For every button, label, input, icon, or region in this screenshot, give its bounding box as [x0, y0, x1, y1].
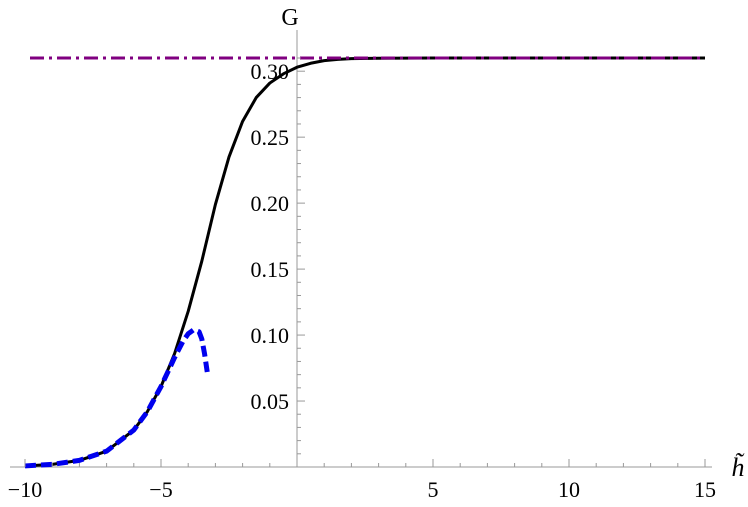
dashed-curve-1 [24, 327, 210, 469]
x-axis-label: h̃ [732, 453, 746, 482]
axes [10, 30, 712, 468]
x-tick-label: −5 [149, 477, 172, 502]
x-tick-label: −10 [8, 477, 42, 502]
x-tick-label: 15 [694, 477, 716, 502]
solid-curve-0 [24, 56, 705, 468]
series-layer [24, 56, 705, 469]
y-tick-label: 0.05 [251, 389, 290, 414]
ticks: −10 −5 5 10 15 0.05 0.10 0.15 0.20 0.25 0.30 [8, 57, 716, 502]
y-tick-label: 0.15 [251, 257, 290, 282]
y-tick-label: 0.30 [251, 59, 290, 84]
y-tick-label: 0.25 [251, 125, 290, 150]
x-tick-label: 10 [558, 477, 580, 502]
y-axis-label: G [281, 5, 298, 31]
y-tick-label: 0.20 [251, 191, 290, 216]
x-tick-label: 5 [428, 477, 439, 502]
y-tick-label: 0.10 [251, 323, 290, 348]
